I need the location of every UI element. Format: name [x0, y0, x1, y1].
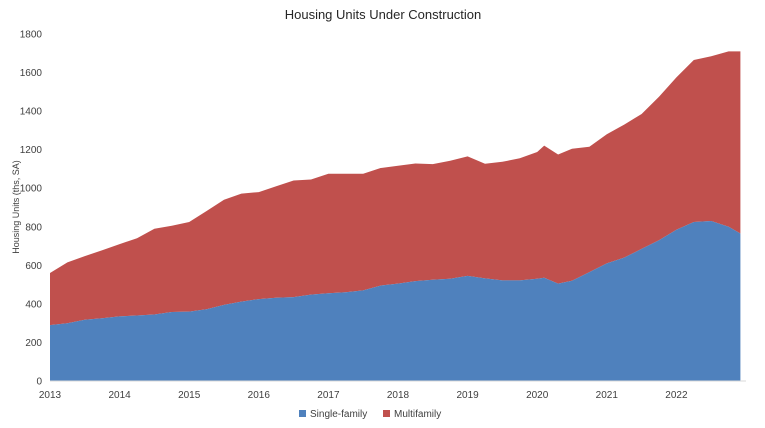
series-area-single-family: [50, 221, 741, 381]
x-tick-label: 2021: [596, 390, 619, 401]
y-tick-label: 1600: [20, 68, 43, 79]
y-tick-label: 600: [25, 261, 42, 272]
y-tick-label: 1400: [20, 107, 43, 118]
series-area-multifamily: [50, 51, 741, 326]
legend-swatch: [383, 410, 390, 417]
legend-label: Multifamily: [394, 409, 441, 420]
x-tick-label: 2022: [665, 390, 688, 401]
x-tick-label: 2020: [526, 390, 549, 401]
y-tick-label: 1000: [20, 184, 43, 195]
x-tick-label: 2016: [248, 390, 271, 401]
y-tick-label: 400: [25, 299, 42, 310]
y-tick-label: 0: [36, 377, 42, 388]
x-tick-label: 2018: [387, 390, 410, 401]
y-axis-title: Housing Units (ths, SA): [11, 160, 21, 254]
x-tick-label: 2017: [317, 390, 340, 401]
chart-title: Housing Units Under Construction: [285, 7, 482, 22]
x-tick-label: 2014: [108, 390, 131, 401]
legend-swatch: [299, 410, 306, 417]
plot-area: [50, 51, 741, 381]
legend: Single-family Multifamily: [299, 409, 441, 420]
legend-label: Single-family: [310, 409, 367, 420]
x-tick-label: 2015: [178, 390, 201, 401]
x-tick-label: 2013: [39, 390, 62, 401]
y-tick-label: 1800: [20, 30, 43, 41]
y-tick-label: 800: [25, 222, 42, 233]
y-tick-label: 200: [25, 338, 42, 349]
y-axis: 0 200 400 600 800 1000 1200 1400 1600 1800: [20, 30, 43, 388]
x-axis: 2013 2014 2015 2016 2017 2018 2019 2020 2021 2022: [39, 390, 688, 401]
x-tick-label: 2019: [456, 390, 479, 401]
y-tick-label: 1200: [20, 145, 43, 156]
